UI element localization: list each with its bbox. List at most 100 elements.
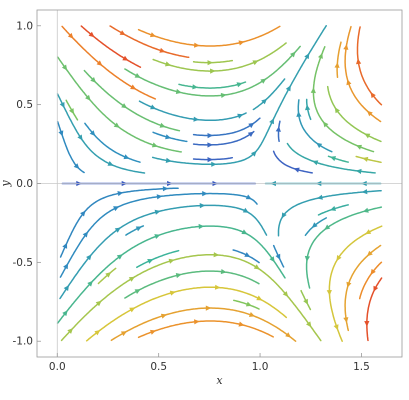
streamline-arrow: [156, 194, 163, 200]
streamline-arrow: [202, 191, 208, 197]
streamline: [192, 59, 234, 64]
streamline-arrow: [210, 68, 216, 74]
x-tick-label: 0.5: [150, 361, 167, 373]
streamline-arrow: [245, 301, 252, 307]
streamline: [178, 81, 247, 89]
streamline-arrow: [305, 104, 311, 111]
streamline-arrow: [162, 186, 169, 192]
streamline-arrow: [165, 61, 171, 67]
streamline-arrow: [304, 53, 310, 60]
streamline-arrow: [90, 77, 96, 83]
streamline-arrow: [129, 307, 136, 313]
streamline-arrow: [116, 254, 123, 260]
streamline-arrow: [365, 229, 372, 235]
streamline-arrow: [69, 108, 74, 115]
streamline-arrow: [117, 191, 124, 197]
streamline: [124, 270, 260, 299]
streamline-arrow: [362, 207, 369, 213]
x-tick-label: 1.5: [353, 361, 370, 373]
streamline-arrow: [237, 113, 244, 119]
streamline-arrow: [199, 203, 206, 209]
streamline: [136, 249, 180, 269]
streamline-arrow: [194, 319, 200, 325]
streamline-arrow: [150, 104, 157, 110]
streamline-arrow: [62, 310, 68, 317]
streamline: [61, 25, 157, 100]
streamline-arrow: [220, 92, 227, 98]
x-axis-label: x: [216, 374, 223, 387]
streamline-arrow: [63, 263, 69, 270]
streamline-arrow: [355, 168, 362, 174]
streamline-arrow: [113, 122, 120, 128]
y-axis-ticks: -1.0 -0.5 0.0 0.5 1.0: [13, 20, 41, 348]
streamline-arrow: [105, 272, 112, 278]
streamline-arrow: [253, 264, 260, 270]
streamline-arrow: [330, 205, 336, 211]
streamline: [80, 25, 142, 68]
x-tick-label: 1.0: [252, 361, 269, 373]
y-tick-label: 0.0: [16, 178, 33, 190]
streamline: [56, 225, 286, 324]
streamline-arrow: [330, 156, 336, 162]
streamline: [356, 26, 383, 106]
streamline-arrow: [333, 324, 339, 331]
streamline-arrow: [293, 167, 300, 173]
streamline-arrow: [290, 51, 296, 58]
streamline-arrow: [244, 252, 251, 257]
streamline-arrow: [236, 82, 243, 88]
streamline-arrow: [120, 331, 127, 337]
streamline: [277, 189, 382, 237]
streamline-arrow: [94, 330, 101, 336]
x-axis-ticks: 0.0 0.5 1.0 1.5: [49, 353, 370, 373]
streamline-arrow: [311, 222, 318, 228]
streamline-arrow: [169, 290, 176, 296]
streamline: [355, 155, 382, 164]
streamline-arrow: [238, 321, 245, 327]
x-tick-label: 0.0: [49, 361, 66, 373]
streamline-arrow: [119, 30, 126, 36]
streamline-arrow: [175, 273, 182, 279]
streamline-arrow: [61, 64, 68, 71]
streamline-arrow: [96, 60, 103, 66]
streamline-arrow: [370, 92, 376, 99]
y-tick-label: 1.0: [16, 20, 33, 32]
streamline-arrow: [261, 98, 267, 105]
streamline-arrow: [135, 226, 142, 232]
streamline: [192, 130, 255, 146]
streamline-arrow: [198, 223, 205, 230]
streamline-arrow: [242, 207, 249, 213]
streamline-arrow: [194, 42, 200, 48]
streamline: [97, 267, 117, 285]
streamline-arrow: [134, 289, 141, 294]
streamline: [336, 41, 342, 79]
streamline-arrow: [367, 250, 373, 257]
streamline-arrow: [336, 255, 342, 262]
y-tick-label: 0.5: [16, 99, 33, 111]
streamline-arrow: [251, 150, 257, 157]
streamline-arrow: [343, 44, 349, 50]
streamline-arrow: [80, 210, 86, 217]
streamline-arrow: [303, 298, 308, 305]
streamline-arrow: [58, 130, 64, 137]
streamline: [84, 122, 141, 163]
streamline: [137, 25, 281, 47]
streamline: [297, 99, 333, 153]
streamline-arrow: [205, 305, 212, 311]
streamline-arrow: [154, 234, 161, 239]
streamline-arrow: [343, 317, 349, 323]
streamline-arrow: [238, 40, 245, 46]
streamline: [252, 78, 286, 111]
streamline-arrow: [275, 126, 281, 132]
streamline-arrow: [67, 32, 74, 39]
streamline-arrow: [193, 116, 200, 122]
streamline: [358, 261, 383, 300]
streamline: [59, 204, 268, 300]
streamline-arrow: [213, 252, 220, 258]
streamline-arrow: [248, 312, 255, 317]
streamline-arrow: [260, 78, 267, 84]
streamline-arrow: [334, 62, 340, 68]
streamline: [110, 307, 297, 342]
streamline-arrow: [134, 73, 141, 78]
streamline-arrow: [150, 329, 156, 335]
